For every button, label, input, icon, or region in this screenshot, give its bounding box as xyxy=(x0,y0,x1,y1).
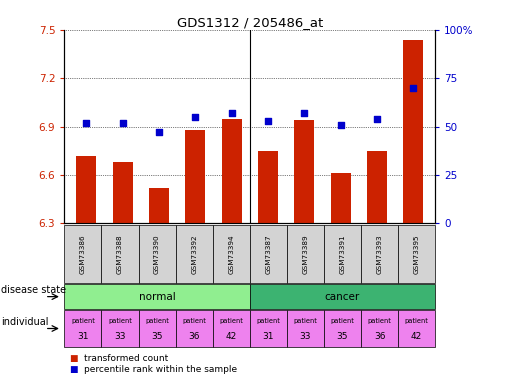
Point xyxy=(409,85,418,91)
Point xyxy=(191,114,199,120)
Bar xyxy=(294,120,314,223)
Bar xyxy=(367,151,387,223)
Bar xyxy=(185,130,205,223)
Text: percentile rank within the sample: percentile rank within the sample xyxy=(84,365,237,374)
Text: 31: 31 xyxy=(263,332,274,341)
Text: GSM73387: GSM73387 xyxy=(265,234,271,274)
Bar xyxy=(149,188,169,223)
Text: ■: ■ xyxy=(70,365,78,374)
Text: 35: 35 xyxy=(151,332,163,341)
Text: GSM73395: GSM73395 xyxy=(414,234,420,274)
Text: patient: patient xyxy=(182,318,206,324)
Text: 31: 31 xyxy=(77,332,89,341)
Text: GSM73393: GSM73393 xyxy=(376,234,383,274)
Text: individual: individual xyxy=(1,317,48,327)
Bar xyxy=(331,173,351,223)
Text: 35: 35 xyxy=(337,332,348,341)
Point xyxy=(155,129,163,135)
Text: GSM73391: GSM73391 xyxy=(339,234,346,274)
Text: patient: patient xyxy=(145,318,169,324)
Text: normal: normal xyxy=(139,292,176,302)
Point xyxy=(264,118,272,124)
Bar xyxy=(76,156,96,223)
Bar xyxy=(221,118,242,223)
Text: patient: patient xyxy=(256,318,280,324)
Bar xyxy=(258,151,278,223)
Text: GSM73390: GSM73390 xyxy=(154,234,160,274)
Text: GSM73386: GSM73386 xyxy=(80,234,86,274)
Bar xyxy=(403,40,423,223)
Text: GSM73394: GSM73394 xyxy=(228,234,234,274)
Text: transformed count: transformed count xyxy=(84,354,168,363)
Text: 33: 33 xyxy=(300,332,311,341)
Text: 33: 33 xyxy=(114,332,126,341)
Point xyxy=(118,120,127,126)
Text: patient: patient xyxy=(108,318,132,324)
Text: 42: 42 xyxy=(226,332,237,341)
Text: ■: ■ xyxy=(70,354,78,363)
Text: patient: patient xyxy=(294,318,317,324)
Text: 36: 36 xyxy=(374,332,385,341)
Text: 42: 42 xyxy=(411,332,422,341)
Text: GSM73389: GSM73389 xyxy=(302,234,308,274)
Point xyxy=(336,122,345,128)
Text: cancer: cancer xyxy=(325,292,360,302)
Point xyxy=(82,120,90,126)
Text: patient: patient xyxy=(71,318,95,324)
Point xyxy=(228,110,236,116)
Point xyxy=(300,110,308,116)
Bar xyxy=(113,162,132,223)
Text: patient: patient xyxy=(405,318,428,324)
Text: patient: patient xyxy=(368,318,391,324)
Text: disease state: disease state xyxy=(1,285,66,295)
Text: 36: 36 xyxy=(188,332,200,341)
Text: patient: patient xyxy=(219,318,243,324)
Point xyxy=(373,116,381,122)
Text: GSM73388: GSM73388 xyxy=(117,234,123,274)
Title: GDS1312 / 205486_at: GDS1312 / 205486_at xyxy=(177,16,323,29)
Text: GSM73392: GSM73392 xyxy=(191,234,197,274)
Text: patient: patient xyxy=(331,318,354,324)
